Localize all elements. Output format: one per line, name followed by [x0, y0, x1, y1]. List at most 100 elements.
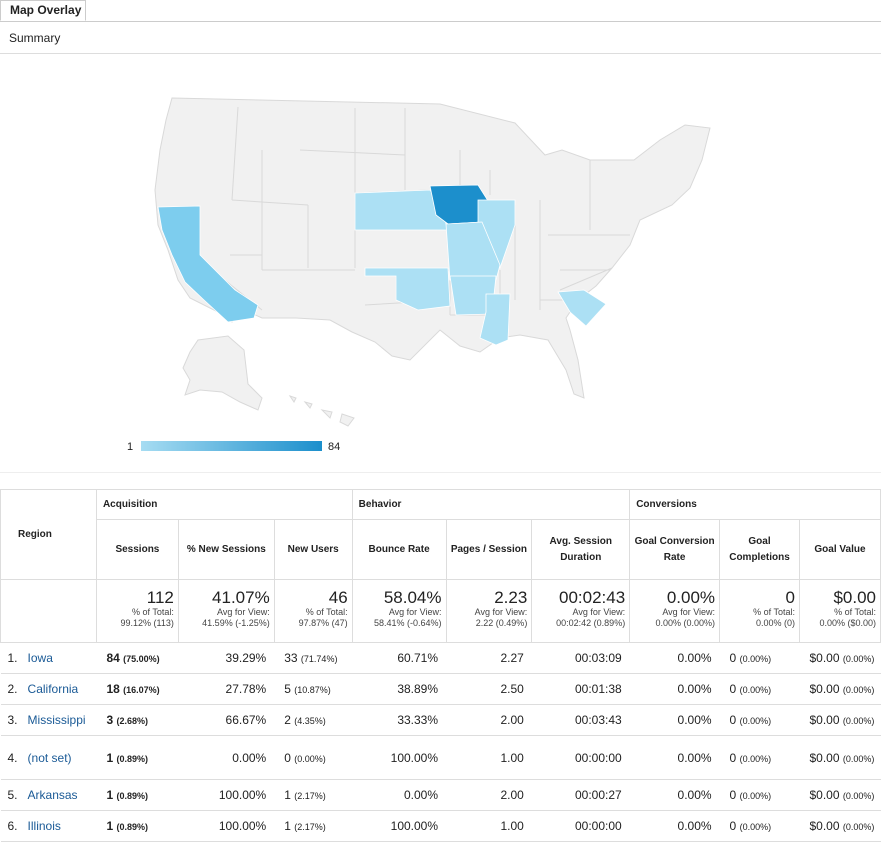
state-california — [157, 205, 259, 323]
group-behavior: Behavior — [351, 489, 631, 520]
col-gval-header[interactable]: Goal Value — [798, 519, 881, 580]
row-gcr: 0.00% — [629, 673, 720, 705]
row-new-users: 2 (4.35%) — [274, 704, 353, 736]
row-bounce: 60.71% — [352, 642, 447, 674]
tab-map-overlay[interactable]: Map Overlay — [0, 0, 86, 21]
row-region: 3. Mississippi — [0, 704, 97, 736]
total-duration: 00:02:43 Avg for View: 00:02:42 (0.89%) — [531, 579, 631, 643]
row-gcomp: 0 (0.00%) — [719, 779, 800, 811]
col-duration-header[interactable]: Avg. Session Duration — [531, 519, 631, 580]
row-pages: 1.00 — [446, 735, 532, 780]
tab-bar: Map Overlay — [0, 0, 881, 22]
region-link[interactable]: California — [27, 682, 79, 696]
row-gval: $0.00 (0.00%) — [799, 779, 881, 811]
row-gcomp: 0 (0.00%) — [719, 642, 800, 674]
row-index: 2. — [7, 682, 18, 696]
hawaii — [288, 395, 355, 427]
table-row: 1. Iowa 84 (75.00%) 39.29% 33 (71.74%) 60.71… — [0, 642, 881, 674]
row-region: 2. California — [0, 673, 97, 705]
row-duration: 00:03:43 — [531, 704, 630, 736]
col-region-header[interactable]: Region — [0, 489, 97, 580]
row-gval: $0.00 (0.00%) — [799, 673, 881, 705]
row-sessions: 18 (16.07%) — [96, 673, 179, 705]
row-gcr: 0.00% — [629, 642, 720, 674]
col-pages-header[interactable]: Pages / Session — [445, 519, 533, 580]
row-pages: 2.00 — [446, 704, 532, 736]
alaska — [182, 335, 263, 411]
table-row: 6. Illinois 1 (0.89%) 100.00% 1 (2.17%) 100.… — [0, 810, 881, 842]
region-link[interactable]: Illinois — [27, 819, 61, 833]
row-gval: $0.00 (0.00%) — [799, 642, 881, 674]
table-row: 2. California 18 (16.07%) 27.78% 5 (10.87%)… — [0, 673, 881, 705]
row-sessions: 3 (2.68%) — [96, 704, 179, 736]
row-index: 6. — [7, 819, 18, 833]
row-index: 5. — [7, 788, 18, 802]
subtab-summary[interactable]: Summary — [9, 31, 61, 45]
col-new-users-header[interactable]: New Users — [273, 519, 353, 580]
row-duration: 00:00:00 — [531, 810, 630, 842]
row-gcomp: 0 (0.00%) — [719, 704, 800, 736]
row-region: 4. (not set) — [0, 735, 97, 780]
divider — [0, 472, 881, 473]
state-mississippi — [479, 293, 511, 346]
row-bounce: 100.00% — [352, 735, 447, 780]
row-duration: 00:03:09 — [531, 642, 630, 674]
totals-label — [0, 579, 97, 643]
group-acquisition: Acquisition — [95, 489, 353, 520]
row-new-sessions: 39.29% — [178, 642, 275, 674]
table-row: 5. Arkansas 1 (0.89%) 100.00% 1 (2.17%) 0.00… — [0, 779, 881, 811]
total-bounce: 58.04% Avg for View: 58.41% (-0.64%) — [351, 579, 447, 643]
row-duration: 00:00:27 — [531, 779, 630, 811]
col-gcomp-header[interactable]: Goal Completions — [719, 519, 800, 580]
total-gval: $0.00% of Total: 0.00% ($0.00) — [798, 579, 881, 643]
region-link[interactable]: Iowa — [27, 651, 53, 665]
row-index: 1. — [7, 651, 18, 665]
total-gcomp: 0% of Total: 0.00% (0) — [719, 579, 800, 643]
total-gcr: 0.00% Avg for View: 0.00% (0.00%) — [629, 579, 721, 643]
col-gcr-header[interactable]: Goal Conversion Rate — [629, 519, 721, 580]
row-gcr: 0.00% — [629, 810, 720, 842]
row-gcr: 0.00% — [629, 779, 720, 811]
row-sessions: 1 (0.89%) — [96, 810, 179, 842]
row-sessions: 1 (0.89%) — [96, 735, 179, 780]
row-gval: $0.00 (0.00%) — [799, 735, 881, 780]
region-link[interactable]: (not set) — [27, 750, 72, 765]
row-region: 1. Iowa — [0, 642, 97, 674]
col-new-sessions-header[interactable]: % New Sessions — [177, 519, 275, 580]
row-new-sessions: 100.00% — [178, 810, 275, 842]
totals-row: 112% of Total: 99.12% (113) 41.07% Avg for… — [0, 579, 881, 643]
row-gcr: 0.00% — [629, 704, 720, 736]
row-bounce: 38.89% — [352, 673, 447, 705]
col-bounce-header[interactable]: Bounce Rate — [351, 519, 447, 580]
legend-max: 84 — [328, 441, 341, 453]
col-sessions-header[interactable]: Sessions — [95, 519, 179, 580]
row-pages: 1.00 — [446, 810, 532, 842]
state-missouri — [445, 221, 501, 281]
row-gcomp: 0 (0.00%) — [719, 735, 800, 780]
row-new-users: 1 (2.17%) — [274, 810, 353, 842]
row-new-users: 33 (71.74%) — [274, 642, 353, 674]
row-new-sessions: 100.00% — [178, 779, 275, 811]
row-gval: $0.00 (0.00%) — [799, 810, 881, 842]
row-bounce: 0.00% — [352, 779, 447, 811]
row-bounce: 33.33% — [352, 704, 447, 736]
total-sessions: 112% of Total: 99.12% (113) — [95, 579, 179, 643]
row-new-sessions: 66.67% — [178, 704, 275, 736]
row-new-sessions: 0.00% — [178, 735, 275, 780]
total-new-sessions: 41.07% Avg for View: 41.59% (-1.25%) — [177, 579, 275, 643]
region-link[interactable]: Arkansas — [27, 788, 78, 802]
row-gcomp: 0 (0.00%) — [719, 673, 800, 705]
row-gcomp: 0 (0.00%) — [719, 810, 800, 842]
legend-gradient — [141, 441, 322, 451]
row-pages: 2.50 — [446, 673, 532, 705]
total-new-users: 46% of Total: 97.87% (47) — [273, 579, 353, 643]
total-pages: 2.23 Avg for View: 2.22 (0.49%) — [445, 579, 533, 643]
row-new-users: 1 (2.17%) — [274, 779, 353, 811]
row-pages: 2.27 — [446, 642, 532, 674]
region-link[interactable]: Mississippi — [27, 713, 86, 727]
row-new-users: 0 (0.00%) — [274, 735, 353, 780]
state-oklahoma — [364, 267, 451, 311]
row-new-users: 5 (10.87%) — [274, 673, 353, 705]
legend-min: 1 — [127, 441, 134, 453]
row-gval: $0.00 (0.00%) — [799, 704, 881, 736]
